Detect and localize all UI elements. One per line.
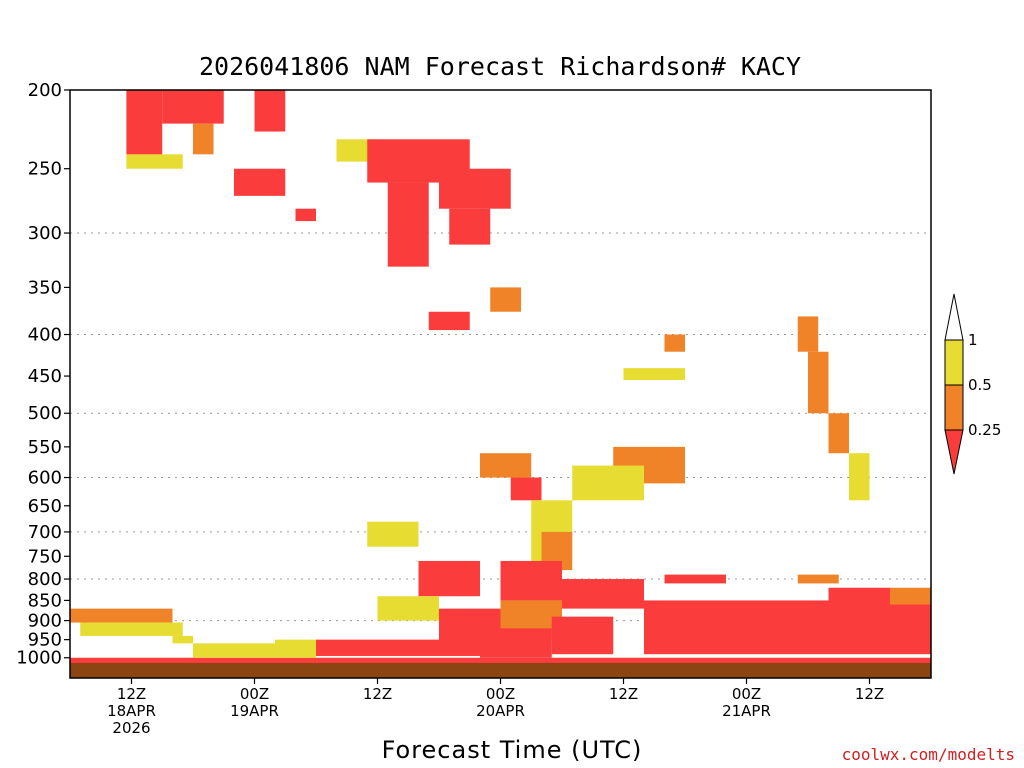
richardson-cell [428, 311, 470, 331]
credit-text: coolwx.com/modelts [842, 745, 1015, 764]
y-tick-label: 300 [28, 223, 62, 244]
legend-swatch [944, 429, 964, 475]
richardson-cells [70, 90, 931, 663]
y-tick-label: 650 [28, 496, 62, 517]
y-tick-label: 400 [28, 325, 62, 346]
x-tick-label: 18APR [107, 702, 156, 720]
richardson-cell [126, 90, 163, 155]
richardson-cell [644, 600, 931, 655]
richardson-cell [126, 154, 183, 169]
richardson-cell [70, 657, 931, 663]
richardson-cell [367, 521, 419, 547]
y-tick-label: 600 [28, 468, 62, 489]
richardson-cell [275, 639, 316, 648]
richardson-cell [664, 334, 685, 352]
legend: 1 0.5 0.25 [944, 293, 1001, 475]
richardson-cell [439, 168, 511, 209]
y-tick-label: 1000 [16, 648, 62, 669]
richardson-cell [510, 477, 542, 501]
y-tick-label: 850 [28, 590, 62, 611]
richardson-cell [490, 287, 521, 312]
richardson-cell [70, 608, 173, 623]
richardson-cell [295, 208, 316, 222]
legend-label: 1 [968, 331, 978, 349]
legend-swatch [944, 339, 964, 386]
y-tick-label: 250 [28, 159, 62, 180]
legend-swatch [944, 293, 964, 341]
y-tick-label: 550 [28, 437, 62, 458]
x-tick-label: 00Z [240, 685, 269, 703]
richardson-cell [316, 639, 480, 656]
y-tick-label: 950 [28, 630, 62, 651]
x-axis-label: Forecast Time (UTC) [382, 736, 643, 764]
richardson-cell [808, 351, 829, 414]
richardson-cell [500, 560, 562, 601]
richardson-cell [172, 635, 193, 644]
richardson-cell [449, 208, 491, 245]
richardson-cell [572, 465, 644, 501]
legend-label: 0.25 [968, 421, 1001, 439]
y-tick-label: 900 [28, 611, 62, 632]
y-tick-label: 500 [28, 403, 62, 424]
x-tick-label: 00Z [732, 685, 761, 703]
richardson-cell [551, 616, 614, 655]
y-axis: 200 250 300 350 400 450 500 550 600 650 700 7508008… [16, 80, 70, 669]
legend-label: 0.5 [968, 376, 992, 394]
richardson-cell [849, 453, 870, 501]
x-tick-label: 00Z [486, 685, 515, 703]
y-tick-label: 750 [28, 546, 62, 567]
richardson-cell [234, 168, 286, 196]
richardson-cell [193, 123, 214, 155]
richardson-cell [418, 560, 480, 597]
y-tick-label: 350 [28, 277, 62, 298]
richardson-cell [80, 622, 183, 636]
richardson-cell [480, 628, 552, 658]
y-tick-label: 800 [28, 569, 62, 590]
richardson-cell [480, 453, 532, 478]
richardson-cell [828, 413, 849, 454]
richardson-cell [162, 90, 224, 124]
richardson-cell [828, 587, 890, 609]
x-tick-label: 21APR [722, 702, 771, 720]
x-tick-label: 20APR [476, 702, 525, 720]
y-tick-label: 450 [28, 366, 62, 387]
x-tick-label: 2026 [112, 719, 150, 737]
ground-strip [70, 663, 931, 678]
richardson-cell [797, 316, 819, 352]
y-tick-label: 200 [28, 80, 62, 101]
richardson-cell [664, 574, 726, 584]
x-tick-label: 12Z [855, 685, 884, 703]
richardson-cell [890, 587, 931, 605]
x-tick-label: 12Z [363, 685, 392, 703]
y-tick-label: 700 [28, 522, 62, 543]
legend-swatch [944, 384, 964, 431]
richardson-cell [797, 574, 839, 584]
richardson-cell [254, 90, 286, 132]
x-tick-label: 12Z [609, 685, 638, 703]
richardson-cell [377, 596, 439, 621]
richardson-cell [562, 579, 644, 609]
chart-title: 2026041806 NAM Forecast Richardson# KACY [199, 52, 801, 81]
richardson-cell [387, 182, 429, 267]
x-tick-label: 19APR [230, 702, 279, 720]
x-tick-label: 12Z [117, 685, 146, 703]
richardson-cell [623, 368, 685, 380]
